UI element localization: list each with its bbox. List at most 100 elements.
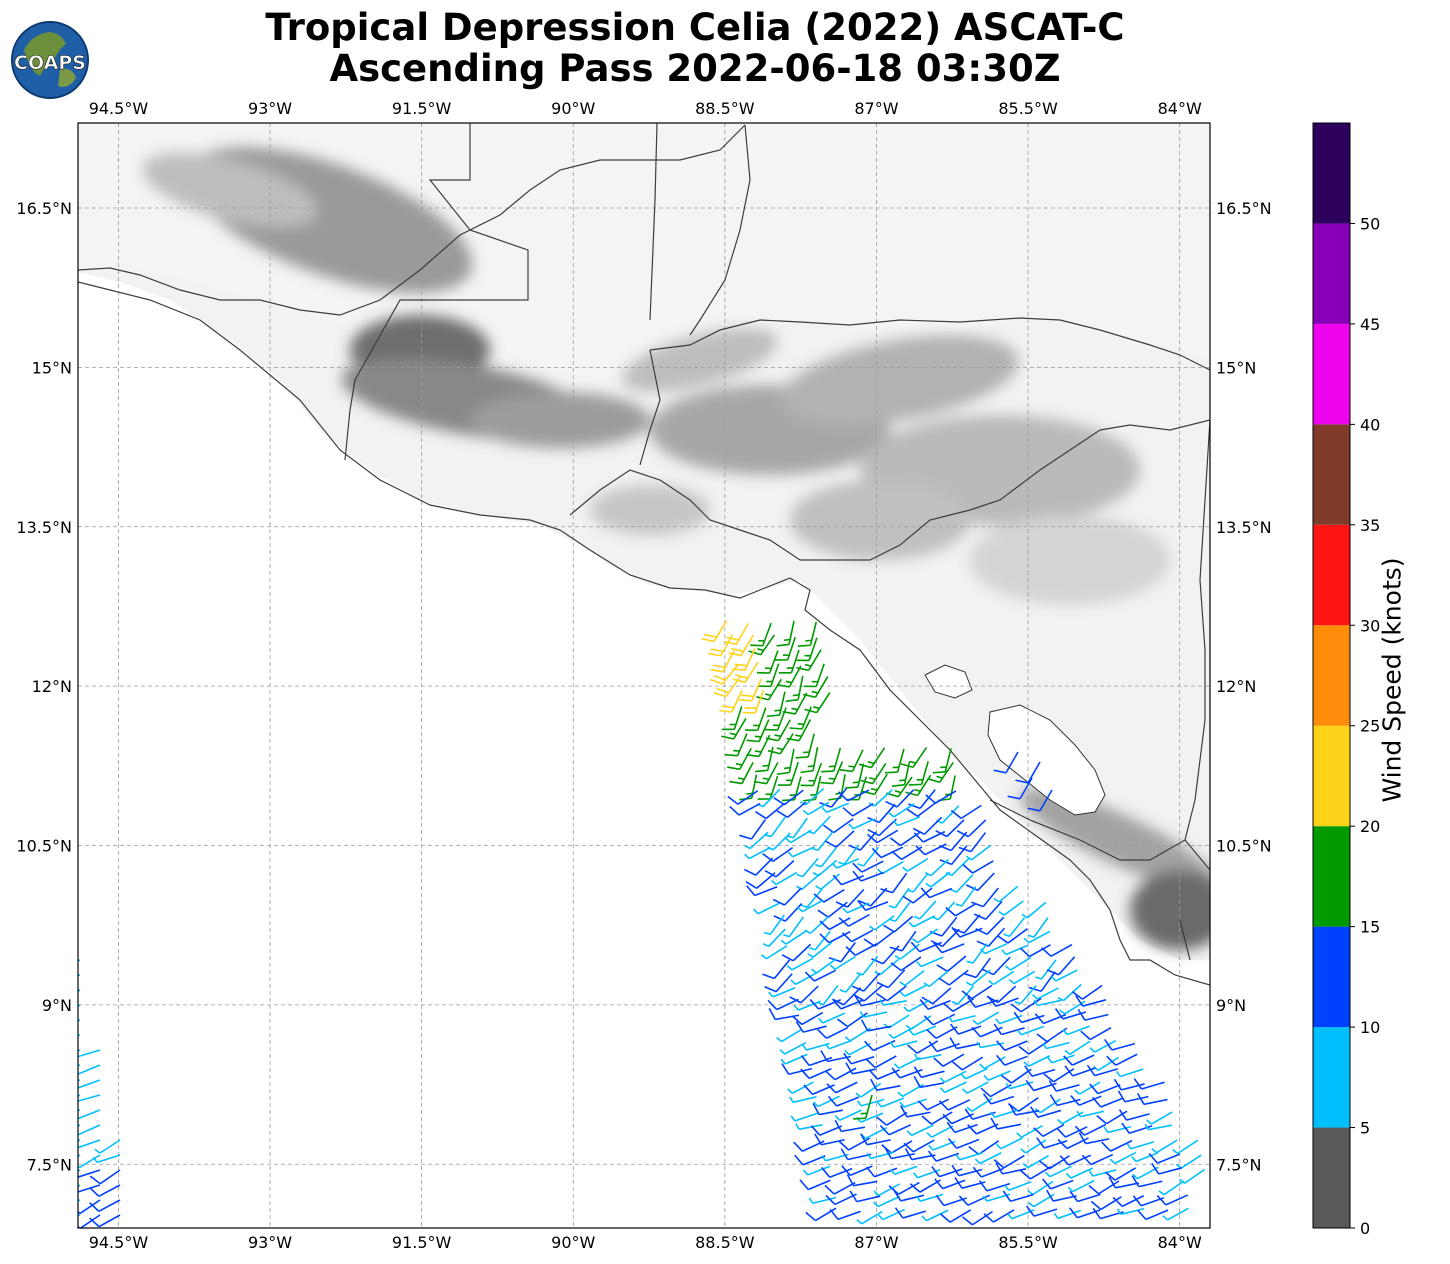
wind-barb — [890, 956, 922, 972]
wind-barb — [965, 969, 991, 987]
wind-barb — [1036, 1137, 1068, 1149]
wind-barb — [727, 747, 752, 771]
wind-barb — [807, 941, 833, 958]
wind-barb — [804, 969, 837, 982]
chart-title-line2: Ascending Pass 2022-06-18 03:30Z — [329, 47, 1061, 90]
border-costa-rica-panama — [1179, 919, 1191, 961]
wind-barb — [1050, 969, 1078, 982]
wind-barb — [821, 747, 842, 773]
wind-barb — [772, 887, 802, 906]
wind-barb — [756, 650, 779, 674]
wind-barb — [1117, 1090, 1149, 1103]
colorbar: 0 5 10 15 20 25 30 35 40 45 50 — [1312, 122, 1380, 1238]
wind-barb — [1162, 1207, 1189, 1221]
wind-barb — [727, 790, 759, 805]
colorbar-tick-label: 0 — [1360, 1219, 1370, 1238]
wind-barb — [818, 1012, 846, 1024]
wind-barb — [880, 872, 908, 894]
wind-barb — [869, 915, 895, 931]
wind-barb — [1033, 999, 1062, 1007]
wind-barb — [78, 1109, 101, 1120]
wind-barb — [1115, 1068, 1144, 1078]
wind-barb — [1004, 1180, 1032, 1191]
wind-barb — [802, 801, 830, 816]
wind-barb — [831, 858, 860, 869]
wind-barb — [78, 1214, 81, 1217]
wind-barb — [840, 1148, 872, 1161]
lon-tick-label-top: 90°W — [551, 99, 595, 118]
wind-barb — [1133, 1078, 1165, 1090]
wind-barbs — [78, 620, 1205, 1228]
wind-barb — [1109, 1151, 1137, 1165]
wind-barb — [78, 1154, 101, 1169]
wind-barb — [860, 1019, 892, 1032]
wind-barb — [888, 887, 910, 909]
wind-barb — [905, 774, 932, 797]
colorbar-tick-label: 40 — [1360, 415, 1380, 434]
wind-barb — [915, 1193, 944, 1202]
wind-barb — [701, 620, 728, 643]
lon-tick-label-top: 94.5°W — [89, 99, 149, 118]
wind-barb — [795, 1021, 827, 1033]
wind-barb — [1131, 1151, 1159, 1163]
wind-barb — [1144, 1123, 1173, 1131]
wind-barb — [865, 1166, 898, 1178]
wind-barb — [927, 762, 954, 784]
wind-barb — [750, 622, 772, 647]
wind-barb — [776, 620, 795, 647]
wind-barb — [908, 915, 936, 928]
wind-barb — [990, 1117, 1022, 1130]
wind-barb — [754, 802, 786, 820]
wind-barb — [974, 1152, 1002, 1165]
wind-barb — [757, 775, 779, 800]
lon-tick-label-bottom: 85.5°W — [998, 1233, 1058, 1252]
wind-barb — [965, 844, 992, 861]
border-nicaragua-costa-rica — [989, 799, 1186, 861]
wind-barb — [947, 1138, 980, 1150]
wind-barb — [775, 636, 796, 661]
wind-barb — [78, 1169, 101, 1178]
wind-barb — [780, 930, 807, 945]
wind-barb — [1030, 1106, 1062, 1118]
wind-barb — [867, 829, 899, 844]
wind-barb — [1002, 1190, 1034, 1203]
wind-barb — [764, 707, 787, 731]
wind-barb — [841, 929, 874, 943]
wind-barb — [841, 1165, 873, 1177]
wind-barb — [732, 661, 759, 684]
wind-barb — [893, 1189, 925, 1202]
wind-barb — [951, 926, 983, 938]
wind-barb — [889, 901, 911, 923]
wind-barb — [816, 1026, 849, 1039]
wind-barb — [978, 1180, 1011, 1192]
border-guatemala-belize — [649, 123, 658, 321]
colorbar-tick-label: 45 — [1360, 315, 1380, 334]
wind-barb — [764, 816, 786, 838]
wind-barb — [713, 676, 741, 698]
wind-barb — [848, 831, 877, 851]
wind-barb — [89, 1169, 121, 1185]
wind-barb — [789, 706, 812, 730]
wind-barb — [913, 830, 946, 843]
wind-barb — [809, 930, 831, 951]
wind-barb — [945, 857, 970, 877]
wind-barb — [78, 1019, 81, 1022]
wind-barb — [729, 761, 754, 785]
wind-barb — [1074, 1123, 1107, 1136]
wind-barb — [1070, 1095, 1102, 1107]
wind-barb — [888, 803, 915, 818]
lon-tick-label-bottom: 90°W — [551, 1233, 595, 1252]
wind-barb — [856, 1210, 883, 1225]
lon-tick-label-top: 87°W — [854, 99, 898, 118]
wind-barb — [1103, 1126, 1132, 1134]
colorbar-title: Wind Speed (knots) — [1377, 557, 1407, 803]
wind-barb — [843, 1052, 875, 1065]
wind-barb — [754, 762, 779, 785]
wind-barb — [920, 887, 953, 899]
wind-barb — [1042, 1178, 1074, 1190]
wind-barb — [758, 663, 780, 688]
wind-barb — [78, 1124, 101, 1136]
wind-barb — [1118, 1109, 1150, 1121]
globe-logo-icon — [11, 21, 89, 99]
